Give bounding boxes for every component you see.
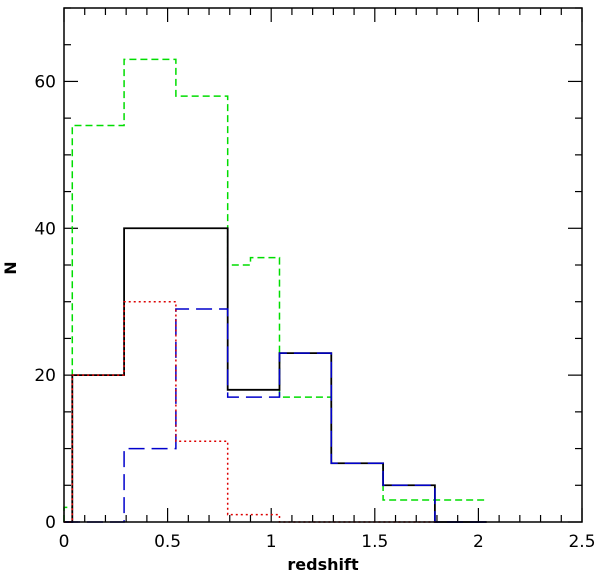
- plot-frame: [63, 7, 583, 523]
- x-tick-label: 1: [266, 532, 277, 552]
- x-axis-label: redshift: [287, 555, 359, 574]
- y-tick-label: 0: [45, 513, 56, 533]
- x-tick-label: 2.5: [568, 532, 595, 552]
- y-tick-label: 40: [34, 219, 56, 239]
- y-tick-label: 60: [34, 72, 56, 92]
- y-axis-label: N: [1, 261, 20, 274]
- x-tick-label: 0: [59, 532, 70, 552]
- series-0-step-line: [63, 58, 487, 522]
- series-2-step-line: [64, 308, 487, 523]
- y-tick-label: 20: [34, 366, 56, 386]
- series-group: [63, 58, 487, 523]
- x-tick-label: 0.5: [154, 532, 181, 552]
- series-1-step-line: [64, 227, 487, 523]
- x-tick-label: 1.5: [361, 532, 388, 552]
- x-tick-label: 2: [473, 532, 484, 552]
- axis-ticks: [63, 7, 583, 523]
- tick-labels: 0 0.5 1 1.5 2 2.5 0 20 40 60: [34, 72, 595, 552]
- series-3-step-line: [64, 300, 435, 523]
